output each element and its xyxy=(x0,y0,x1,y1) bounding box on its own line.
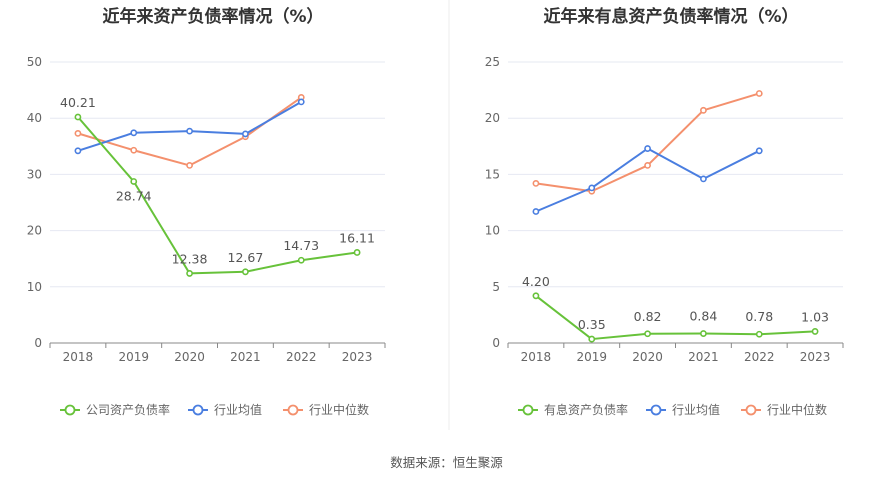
data-point xyxy=(130,146,138,154)
data-point xyxy=(74,113,82,121)
x-tick-label: 2019 xyxy=(576,350,607,364)
data-label: 40.21 xyxy=(60,95,96,110)
x-tick-label: 2022 xyxy=(286,350,317,364)
data-point xyxy=(74,147,82,155)
data-point xyxy=(644,330,651,338)
x-tick-label: 2023 xyxy=(800,350,831,364)
x-tick-label: 2019 xyxy=(118,350,149,364)
legend-item: 有息资产负债率 xyxy=(518,402,628,417)
x-tick-label: 2021 xyxy=(230,350,261,364)
data-point xyxy=(130,129,138,137)
y-tick-label: 50 xyxy=(27,55,42,69)
x-tick-label: 2020 xyxy=(174,350,205,364)
data-point xyxy=(755,330,763,338)
data-point xyxy=(297,98,305,106)
data-label: 0.78 xyxy=(745,309,773,324)
legend-swatch-marker xyxy=(650,404,662,416)
y-tick-label: 0 xyxy=(492,336,500,350)
data-point xyxy=(353,249,361,256)
chart-title: 近年来资产负债率情况（%） xyxy=(102,6,323,27)
y-tick-label: 30 xyxy=(27,167,42,181)
x-tick-label: 2020 xyxy=(632,350,663,364)
legend-item: 行业中位数 xyxy=(741,402,827,417)
legend-label: 行业均值 xyxy=(672,402,720,417)
data-label: 12.38 xyxy=(172,251,208,266)
data-label: 0.84 xyxy=(689,309,717,324)
data-point xyxy=(588,335,596,343)
x-tick-label: 2018 xyxy=(521,350,552,364)
legend-swatch-marker xyxy=(287,404,299,416)
y-tick-label: 0 xyxy=(34,336,42,350)
y-tick-label: 40 xyxy=(27,111,42,125)
data-label: 12.67 xyxy=(228,250,264,265)
data-point xyxy=(130,178,138,185)
chart-title: 近年来有息资产负债率情况（%） xyxy=(543,6,798,27)
data-point xyxy=(242,130,249,138)
data-point xyxy=(700,330,707,337)
legend-item: 行业均值 xyxy=(646,402,720,417)
data-point xyxy=(644,162,651,169)
data-point xyxy=(186,270,193,277)
data-label: 14.73 xyxy=(283,238,319,253)
series-line xyxy=(77,116,358,275)
legend-item: 行业均值 xyxy=(188,402,262,417)
legend-label: 有息资产负债率 xyxy=(544,402,628,417)
legend-label: 行业中位数 xyxy=(767,402,827,417)
data-point xyxy=(186,127,193,135)
series-line xyxy=(535,147,760,213)
data-point xyxy=(644,145,651,152)
data-label: 1.03 xyxy=(801,309,829,324)
legend-item: 行业中位数 xyxy=(283,402,369,417)
data-point xyxy=(588,184,596,192)
x-tick-label: 2018 xyxy=(63,350,94,364)
y-tick-label: 15 xyxy=(485,167,500,181)
legend-label: 公司资产负债率 xyxy=(86,402,170,417)
x-tick-label: 2023 xyxy=(342,350,373,364)
series-line xyxy=(535,92,760,193)
y-tick-label: 25 xyxy=(485,55,500,69)
x-tick-label: 2021 xyxy=(688,350,719,364)
data-point xyxy=(755,147,763,155)
y-tick-label: 5 xyxy=(492,280,500,294)
data-point xyxy=(532,208,540,215)
data-point xyxy=(532,179,540,187)
y-tick-label: 10 xyxy=(485,224,500,238)
legend-swatch-marker xyxy=(522,404,534,416)
series-line xyxy=(535,295,816,341)
data-label: 28.74 xyxy=(116,188,152,203)
y-tick-label: 20 xyxy=(27,224,42,238)
x-tick-label: 2022 xyxy=(744,350,775,364)
data-label: 4.20 xyxy=(522,274,550,289)
data-point xyxy=(755,90,763,97)
legend-item: 公司资产负债率 xyxy=(60,402,170,417)
data-label: 0.35 xyxy=(578,317,606,332)
data-point xyxy=(700,175,707,183)
legend-swatch-marker xyxy=(64,404,76,416)
y-tick-label: 10 xyxy=(27,280,42,294)
data-point xyxy=(74,129,82,137)
y-tick-label: 20 xyxy=(485,111,500,125)
data-point xyxy=(532,292,540,300)
legend-label: 行业中位数 xyxy=(309,402,369,417)
legend-label: 行业均值 xyxy=(214,402,262,417)
source-note: 数据来源：恒生聚源 xyxy=(390,455,503,470)
data-point xyxy=(811,328,819,335)
data-label: 0.82 xyxy=(634,309,662,324)
data-point xyxy=(242,268,249,276)
data-point xyxy=(297,256,305,264)
data-label: 16.11 xyxy=(339,230,375,245)
legend-swatch-marker xyxy=(192,404,204,416)
data-point xyxy=(700,106,707,114)
legend-swatch-marker xyxy=(745,404,757,416)
data-point xyxy=(186,162,193,169)
